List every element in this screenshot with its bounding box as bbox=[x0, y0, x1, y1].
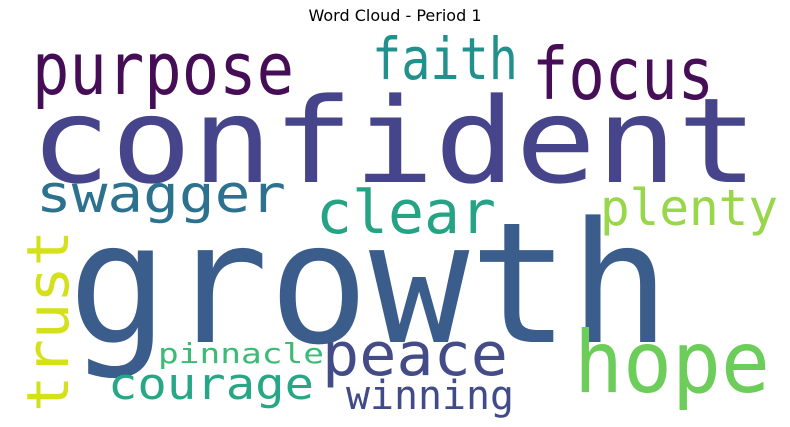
word-pinnacle: pinnacle bbox=[158, 337, 324, 370]
word-focus: focus bbox=[532, 32, 714, 116]
word-clear: clear bbox=[316, 178, 496, 248]
word-faith: faith bbox=[372, 25, 518, 93]
word-courage: courage bbox=[108, 359, 314, 410]
word-winning: winning bbox=[346, 373, 514, 419]
word-plenty: plenty bbox=[600, 179, 778, 237]
word-purpose: purpose bbox=[32, 27, 294, 111]
word-growth: growth bbox=[68, 186, 670, 382]
word-peace: peace bbox=[322, 320, 508, 390]
word-swagger: swagger bbox=[36, 165, 286, 225]
word-trust: trust bbox=[14, 230, 82, 412]
word-confident: confident bbox=[30, 72, 758, 210]
chart-title: Word Cloud - Period 1 bbox=[308, 6, 482, 25]
word-hope: hope bbox=[574, 313, 770, 413]
